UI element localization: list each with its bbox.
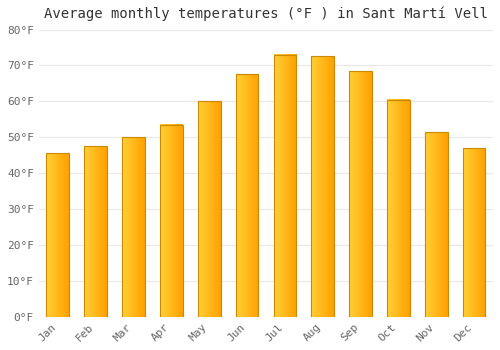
Bar [274, 55, 296, 317]
Bar [463, 148, 485, 317]
Bar [387, 99, 410, 317]
Bar [122, 137, 145, 317]
Bar [349, 71, 372, 317]
Title: Average monthly temperatures (°F ) in Sant Martí Vell: Average monthly temperatures (°F ) in Sa… [44, 7, 488, 21]
Bar [160, 125, 182, 317]
Bar [84, 146, 107, 317]
Bar [46, 153, 69, 317]
Bar [312, 56, 334, 317]
Bar [198, 102, 220, 317]
Bar [236, 75, 258, 317]
Bar [425, 132, 448, 317]
